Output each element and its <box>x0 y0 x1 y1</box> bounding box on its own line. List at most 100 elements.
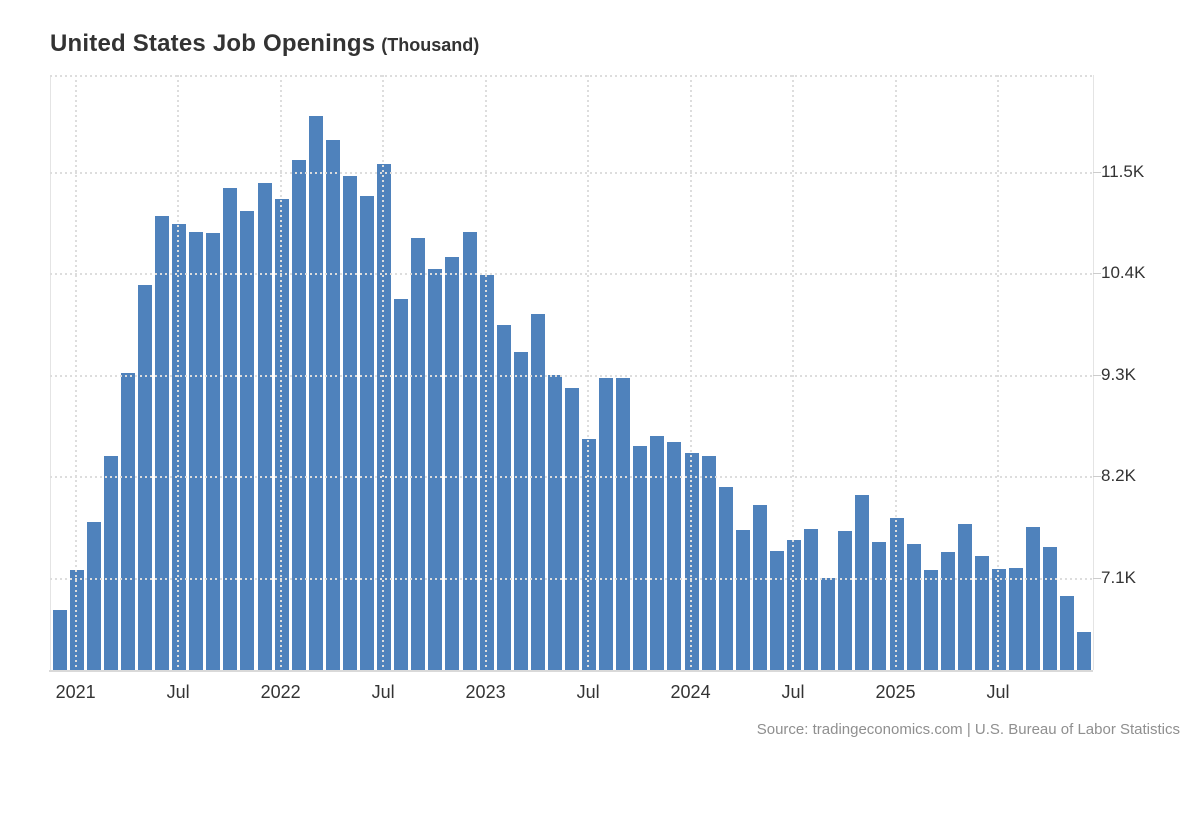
bar[interactable] <box>1077 632 1092 670</box>
chart-title-text: United States Job Openings <box>50 30 376 57</box>
bar[interactable] <box>342 175 357 670</box>
y-axis-tick <box>1093 273 1101 275</box>
bar[interactable] <box>769 551 784 670</box>
bar[interactable] <box>496 324 511 670</box>
y-axis-label: 7.1K <box>1101 567 1136 587</box>
x-axis-label: 2021 <box>55 682 96 702</box>
bar[interactable] <box>735 529 750 670</box>
bar[interactable] <box>445 256 460 670</box>
x-gridline <box>279 75 282 670</box>
bar[interactable] <box>667 442 682 670</box>
bar[interactable] <box>855 494 870 670</box>
x-gridline <box>997 75 1000 670</box>
y-gridline <box>50 577 1092 580</box>
bar[interactable] <box>752 504 767 670</box>
bar[interactable] <box>86 522 101 670</box>
bar[interactable] <box>274 198 289 670</box>
gridline-top <box>50 75 1092 77</box>
bar[interactable] <box>223 187 238 670</box>
bar[interactable] <box>530 313 545 670</box>
bar[interactable] <box>906 543 921 670</box>
bar[interactable] <box>172 224 187 670</box>
y-gridline <box>50 374 1092 377</box>
bar[interactable] <box>103 455 118 670</box>
y-axis-label: 11.5K <box>1101 161 1145 181</box>
bar[interactable] <box>428 268 443 670</box>
bar[interactable] <box>513 351 528 670</box>
bar[interactable] <box>940 551 955 670</box>
y-axis-tick <box>1093 171 1101 173</box>
bar[interactable] <box>308 115 323 670</box>
x-gridline <box>74 75 77 670</box>
chart-title: United States Job Openings (Thousand) <box>50 30 479 58</box>
x-gridline <box>177 75 180 670</box>
bar[interactable] <box>377 164 392 670</box>
bar[interactable] <box>787 539 802 670</box>
y-axis-label: 9.3K <box>1101 364 1136 384</box>
bar[interactable] <box>155 216 170 670</box>
bar[interactable] <box>189 231 204 670</box>
x-axis-label: 2024 <box>670 682 711 702</box>
bar[interactable] <box>872 541 887 670</box>
x-axis-line <box>49 670 1093 672</box>
bar[interactable] <box>633 445 648 670</box>
y-axis-tick <box>1093 577 1101 579</box>
x-axis-label: 2025 <box>875 682 916 702</box>
bar[interactable] <box>257 182 272 670</box>
y-gridline <box>50 476 1092 479</box>
x-axis-label: Jul <box>166 682 190 702</box>
y-axis-tick <box>1093 476 1101 478</box>
bar[interactable] <box>616 377 631 670</box>
x-gridline <box>689 75 692 670</box>
x-axis-label: 2023 <box>465 682 506 702</box>
chart-title-unit: (Thousand) <box>381 35 480 55</box>
bar[interactable] <box>1026 527 1041 670</box>
bar[interactable] <box>923 570 938 670</box>
bar[interactable] <box>206 232 221 670</box>
bar[interactable] <box>547 374 562 670</box>
bar[interactable] <box>240 210 255 670</box>
bar[interactable] <box>120 372 135 670</box>
bar[interactable] <box>821 577 836 670</box>
x-axis-label: Jul <box>781 682 805 702</box>
bar[interactable] <box>889 517 904 670</box>
x-axis-label: 2022 <box>260 682 301 702</box>
plot-area <box>50 75 1094 670</box>
y-gridline <box>50 273 1092 276</box>
source-attribution: Source: tradingeconomics.com | U.S. Bure… <box>756 721 1180 738</box>
bar[interactable] <box>599 377 614 670</box>
x-axis-label: Jul <box>371 682 395 702</box>
bar[interactable] <box>462 231 477 670</box>
bar[interactable] <box>650 435 665 670</box>
bar[interactable] <box>360 195 375 670</box>
bar[interactable] <box>52 610 67 670</box>
bar[interactable] <box>394 299 409 670</box>
bar[interactable] <box>1009 567 1024 670</box>
bar[interactable] <box>291 159 306 670</box>
bar[interactable] <box>804 528 819 670</box>
bar[interactable] <box>69 570 84 670</box>
bar[interactable] <box>974 555 989 670</box>
y-axis-label: 8.2K <box>1101 466 1136 486</box>
bar[interactable] <box>325 139 340 670</box>
bar[interactable] <box>701 455 716 670</box>
bar[interactable] <box>1043 547 1058 670</box>
bar[interactable] <box>838 530 853 670</box>
bar[interactable] <box>411 238 426 670</box>
bar[interactable] <box>1060 596 1075 670</box>
bar[interactable] <box>479 275 494 670</box>
x-gridline <box>792 75 795 670</box>
bar[interactable] <box>684 453 699 670</box>
y-axis-label: 10.4K <box>1101 263 1146 283</box>
x-axis-label: Jul <box>576 682 600 702</box>
x-axis-label: Jul <box>986 682 1010 702</box>
bar[interactable] <box>582 439 597 670</box>
bar[interactable] <box>992 569 1007 670</box>
x-gridline <box>382 75 385 670</box>
y-axis-tick <box>1093 374 1101 376</box>
x-gridline <box>587 75 590 670</box>
bar[interactable] <box>565 387 579 670</box>
x-gridline <box>894 75 897 670</box>
bar[interactable] <box>957 524 972 670</box>
